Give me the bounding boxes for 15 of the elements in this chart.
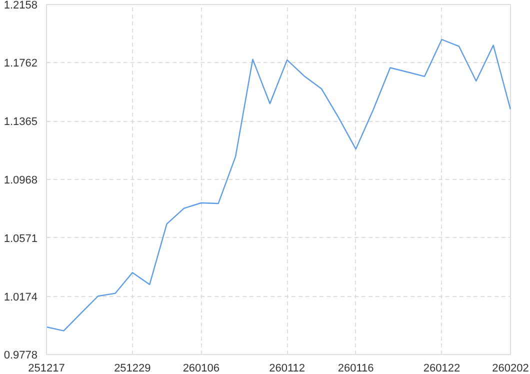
y-tick-label: 0.9778 [4,350,38,362]
y-tick-label: 1.0174 [4,291,38,304]
x-tick-label: 251217 [28,362,65,374]
x-tick-label: 260112 [269,362,306,374]
y-tick-label: 1.1365 [4,116,38,128]
line-series [46,38,510,332]
x-tick-label: 251229 [114,362,151,374]
x-tick-label: 260116 [338,362,374,374]
x-tick-label: 260122 [423,362,460,374]
x-tick-label: 260202 [492,362,529,374]
y-tick-label: 1.0571 [4,232,38,245]
y-tick-label: 1.1762 [4,58,38,70]
x-tick-label: 260106 [182,362,220,374]
y-tick-label: 1.0968 [4,174,38,186]
y-tick-label: 1.2158 [4,0,38,12]
